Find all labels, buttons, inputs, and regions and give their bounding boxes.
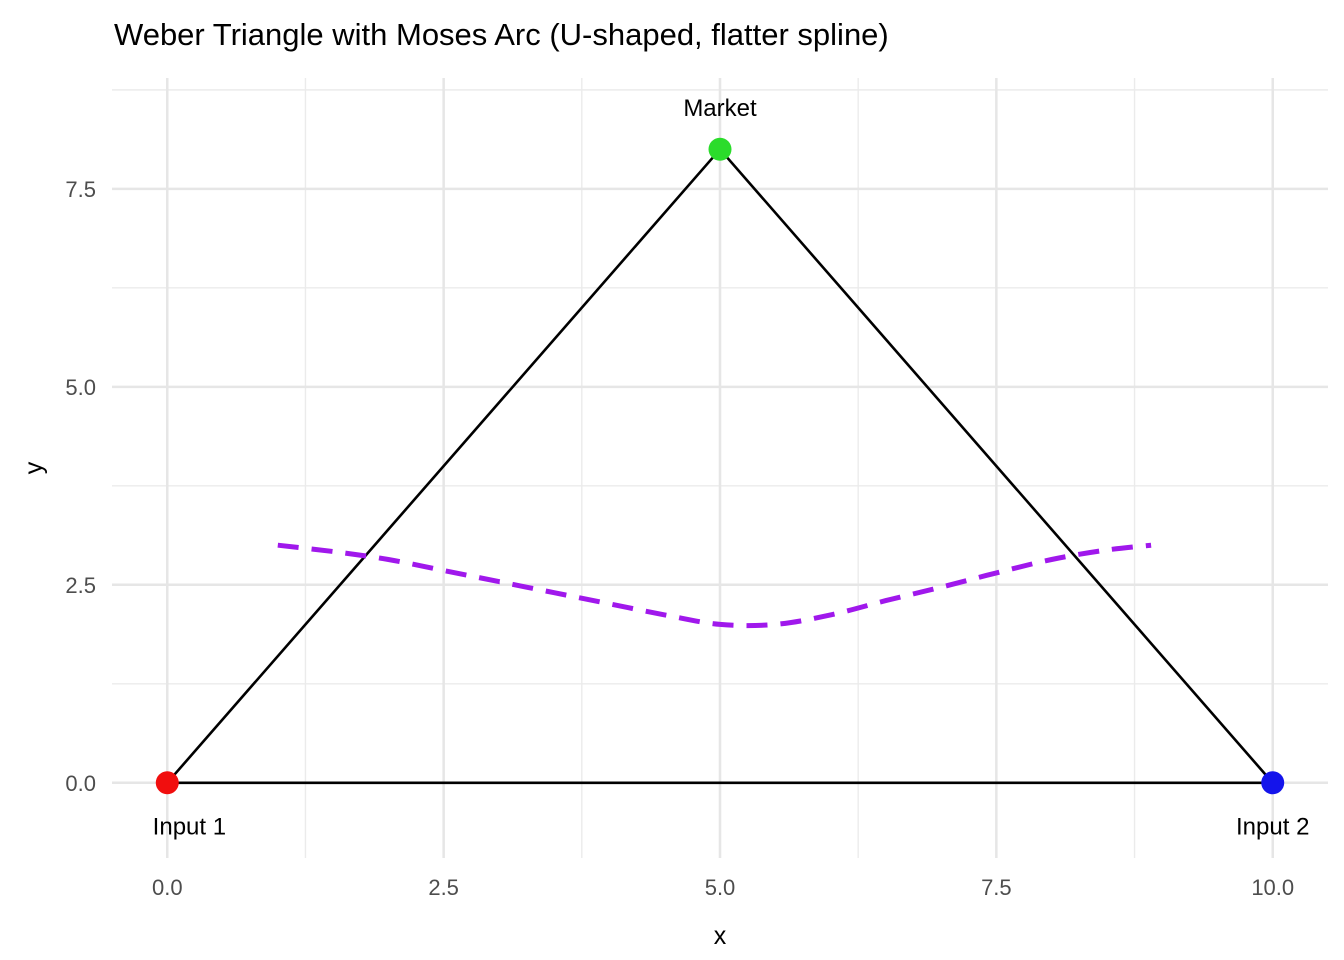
market-point bbox=[708, 137, 732, 161]
y-axis-title: y bbox=[20, 461, 48, 474]
x-tick-label: 0.0 bbox=[152, 875, 183, 900]
y-tick-label: 5.0 bbox=[65, 375, 96, 400]
x-tick-label: 2.5 bbox=[428, 875, 459, 900]
input1-label: Input 1 bbox=[153, 813, 226, 840]
weber-triangle-outline bbox=[164, 147, 1276, 785]
y-tick-label: 7.5 bbox=[65, 177, 96, 202]
y-tick-label: 2.5 bbox=[65, 573, 96, 598]
moses-arc-spline bbox=[277, 542, 1152, 629]
x-axis-title: x bbox=[714, 922, 727, 950]
chart-title: Weber Triangle with Moses Arc (U-shaped,… bbox=[114, 17, 889, 52]
input1-point bbox=[155, 771, 179, 795]
market-label: Market bbox=[683, 95, 757, 122]
input2-point bbox=[1261, 771, 1285, 795]
y-tick-label: 0.0 bbox=[65, 771, 96, 796]
x-tick-label: 7.5 bbox=[981, 875, 1012, 900]
input2-label: Input 2 bbox=[1236, 813, 1309, 840]
x-tick-label: 5.0 bbox=[705, 875, 736, 900]
x-tick-label: 10.0 bbox=[1251, 875, 1294, 900]
